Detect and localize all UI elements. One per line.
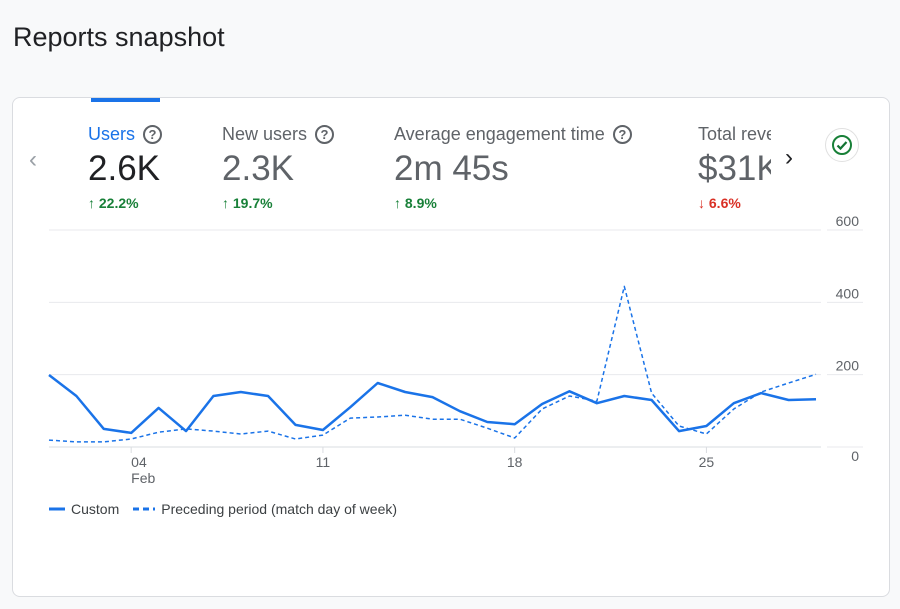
check-circle-icon[interactable]	[825, 128, 859, 162]
metric-tab-total-revenue[interactable]: Total reve $31K ↓ 6.6%	[698, 124, 771, 211]
chart-legend: Custom Preceding period (match day of we…	[49, 501, 397, 517]
metric-label: Users	[88, 124, 136, 144]
legend-label: Custom	[71, 501, 120, 517]
arrow-up-icon: ↑	[394, 195, 401, 211]
y-tick-label: 200	[836, 358, 860, 374]
x-tick-label: 11	[316, 454, 331, 470]
legend-item-custom: Custom	[49, 501, 119, 517]
help-icon[interactable]: ?	[315, 125, 335, 144]
metric-value: 2.3K	[222, 149, 294, 188]
previous-arrow-icon[interactable]: ‹	[29, 146, 37, 173]
metric-label: Total reve	[698, 124, 771, 144]
series-line-preceding	[48, 285, 817, 443]
metric-label: New users	[222, 124, 308, 144]
active-tab-indicator	[91, 98, 160, 102]
y-tick-label: 600	[836, 213, 860, 229]
metric-change: 8.9%	[404, 195, 437, 211]
x-tick-sublabel: Feb	[131, 470, 155, 486]
next-arrow-icon[interactable]: ›	[785, 144, 793, 172]
arrow-up-icon: ↑	[88, 195, 95, 211]
metric-change: 22.2%	[98, 195, 139, 211]
metric-value: 2.6K	[88, 149, 160, 188]
help-icon[interactable]: ?	[143, 125, 163, 144]
metric-value: $31K	[698, 149, 771, 188]
x-tick-label: 18	[507, 454, 523, 470]
y-tick-label: 0	[851, 448, 859, 464]
reports-snapshot-card: ‹ Users? 2.6K ↑ 22.2% New users? 2.3K ↑ …	[12, 97, 890, 597]
legend-label: Preceding period (match day of week)	[161, 501, 398, 517]
help-icon[interactable]: ?	[612, 125, 632, 144]
page-title: Reports snapshot	[13, 22, 225, 52]
x-tick-label: 04	[131, 454, 147, 470]
y-tick-label: 400	[836, 285, 860, 301]
arrow-down-icon: ↓	[698, 195, 705, 211]
metric-tab-new-users[interactable]: New users? 2.3K ↑ 19.7%	[222, 124, 335, 211]
metric-label: Average engagement time	[394, 124, 605, 144]
legend-item-preceding: Preceding period (match day of week)	[133, 501, 397, 517]
metric-tab-users[interactable]: Users? 2.6K ↑ 22.2%	[88, 124, 163, 211]
metric-change: 19.7%	[232, 195, 273, 211]
metric-value: 2m 45s	[394, 149, 509, 188]
metric-change: 6.6%	[708, 195, 741, 211]
metric-tab-avg-engagement[interactable]: Average engagement time? 2m 45s ↑ 8.9%	[394, 124, 632, 211]
arrow-up-icon: ↑	[222, 195, 229, 211]
series-line-custom	[48, 374, 817, 435]
x-tick-label: 25	[699, 454, 715, 470]
